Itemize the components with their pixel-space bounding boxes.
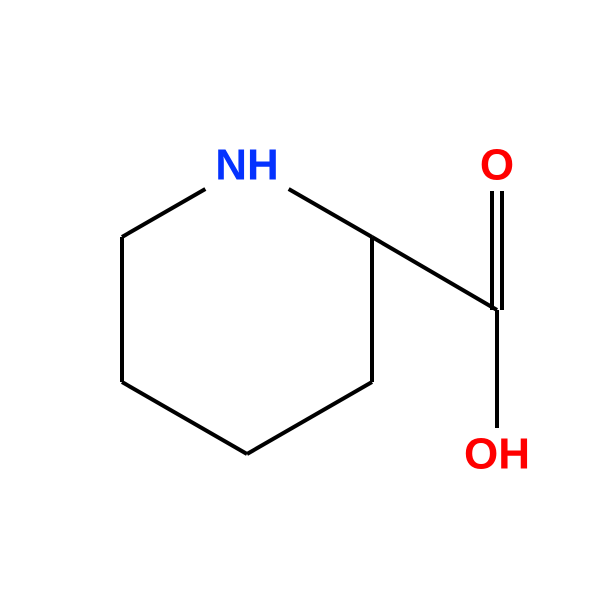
diagram-background [0, 0, 600, 600]
molecule-diagram: NH O OH [0, 0, 600, 600]
atom-label-Oh: OH [464, 430, 530, 479]
atom-label-N: NH [215, 141, 279, 190]
atom-label-Od: O [480, 141, 514, 190]
